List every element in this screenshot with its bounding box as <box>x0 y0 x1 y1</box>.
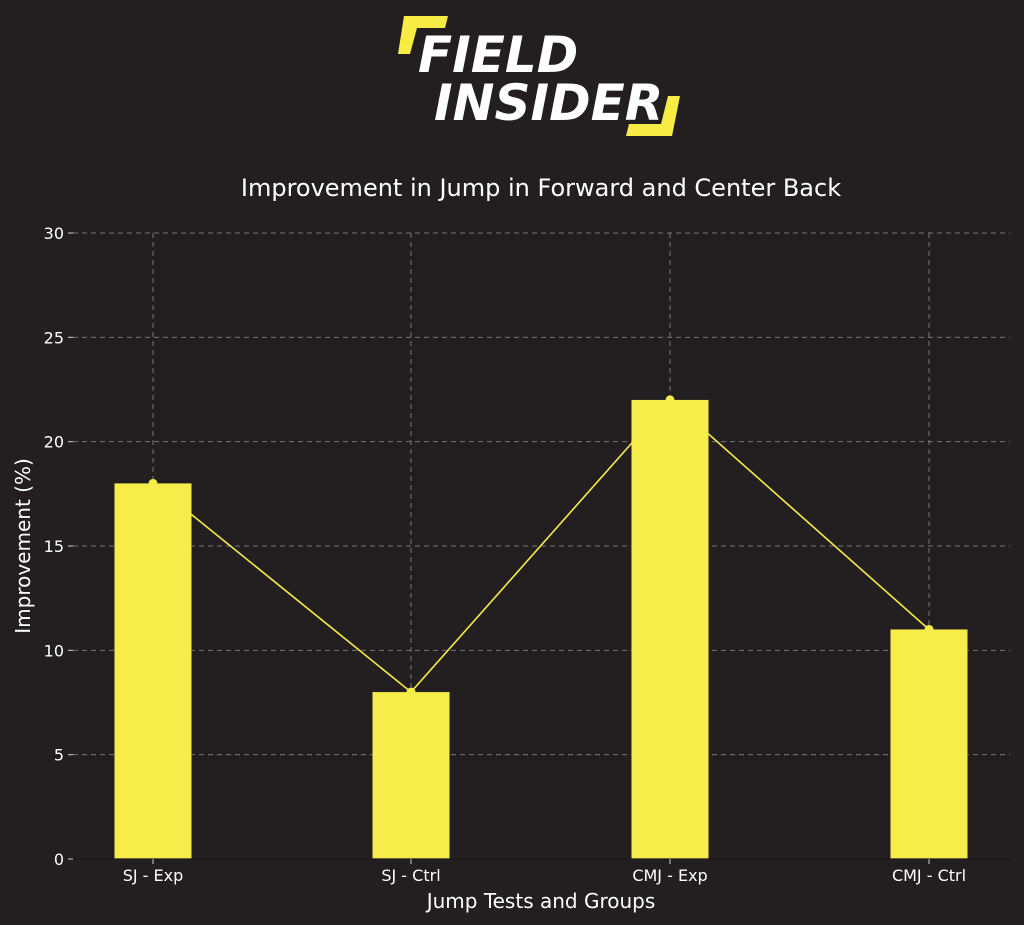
trend-line <box>148 395 934 697</box>
x-tick-label: SJ - Exp <box>123 866 184 885</box>
logo-bracket-bottom-right <box>626 96 680 136</box>
x-tick-label: SJ - Ctrl <box>381 866 440 885</box>
bars <box>114 399 968 859</box>
y-axis-label: Improvement (%) <box>11 458 35 634</box>
series-line <box>152 398 930 694</box>
logo-text-line1: FIELD <box>418 26 578 84</box>
bar <box>890 629 968 859</box>
logo-bracket-top-left <box>398 16 448 54</box>
logo-text-line2: INSIDER <box>434 74 663 132</box>
y-tick-label: 10 <box>44 641 64 660</box>
chart-title: Improvement in Jump in Forward and Cente… <box>241 174 841 202</box>
x-tick-label: CMJ - Exp <box>632 866 707 885</box>
data-point <box>406 687 416 697</box>
field-insider-logo: FIELD INSIDER <box>398 16 680 136</box>
x-tick-label: CMJ - Ctrl <box>892 866 966 885</box>
y-tick-label: 5 <box>54 746 64 765</box>
bar <box>114 483 192 859</box>
bar <box>372 692 450 859</box>
y-tick-label: 20 <box>44 433 64 452</box>
y-tick-label: 0 <box>54 850 64 869</box>
y-tick-label: 25 <box>44 328 64 347</box>
y-tick-label: 30 <box>44 224 64 243</box>
y-tick-label: 15 <box>44 537 64 556</box>
data-point <box>924 624 934 634</box>
x-axis-label: Jump Tests and Groups <box>425 889 656 913</box>
bar <box>631 399 709 859</box>
axes: 0 5 10 15 20 25 30 SJ - Exp SJ - Ctrl CMJ - Exp CM… <box>44 224 1010 885</box>
data-point <box>665 395 675 405</box>
data-point <box>148 478 158 488</box>
